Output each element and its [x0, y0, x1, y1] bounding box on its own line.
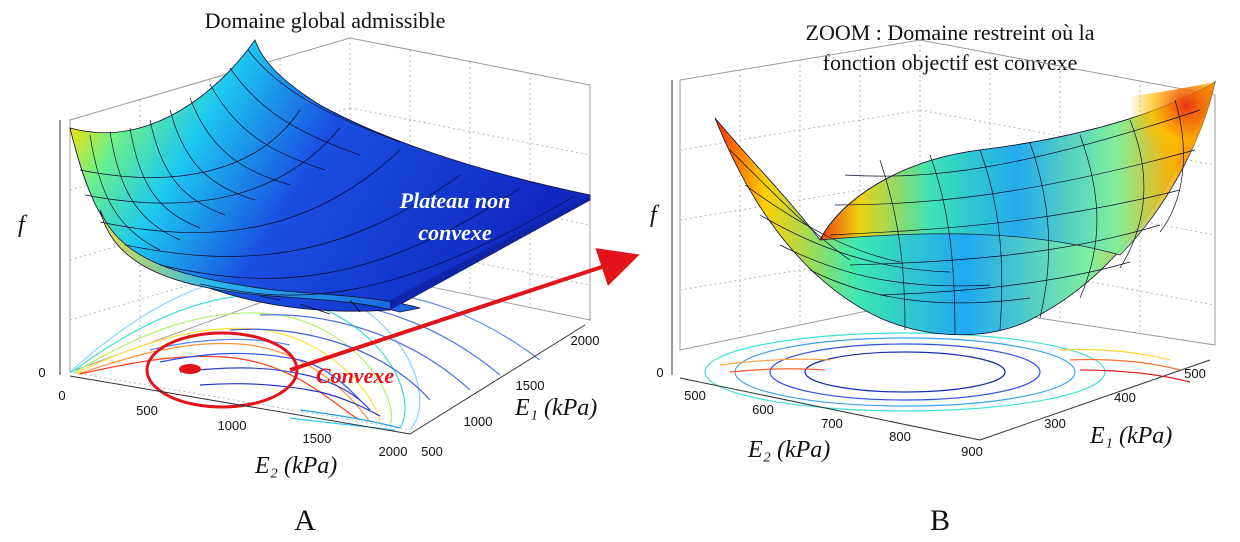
panel-a-x-tick: 2000 [379, 444, 408, 459]
panel-a-x-ticks: 0 500 1000 1500 2000 [58, 388, 407, 459]
panel-a: Domaine global admissible [18, 8, 599, 537]
panel-b-x-tick: 500 [684, 388, 706, 403]
panel-a-y-tick: 1500 [516, 378, 545, 393]
panel-a-x-tick: 0 [58, 388, 65, 403]
panel-a-z-tick: 0 [38, 365, 45, 380]
panel-a-y-tick: 2000 [571, 333, 600, 348]
panel-b-title-line2: fonction objectif est convexe [823, 50, 1078, 75]
panel-a-axes [59, 120, 586, 435]
panel-b-axes [671, 80, 1211, 441]
panel-b-x-tick: 700 [821, 416, 843, 431]
panel-a-minimum-marker [179, 364, 201, 374]
panel-b-y-tick: 400 [1114, 390, 1136, 405]
panel-b-x-tick: 900 [961, 444, 983, 459]
zoom-arrow [289, 248, 640, 372]
panel-a-x-axis-label: E₂ (kPa) [254, 453, 337, 479]
panel-a-y-tick: 500 [421, 444, 443, 459]
panel-b-title-line1: ZOOM : Domaine restreint où la [806, 20, 1095, 45]
panel-a-label: A [294, 504, 316, 537]
panel-b: ZOOM : Domaine restreint où la fonction … [650, 20, 1216, 537]
panel-b-x-ticks: 500 600 700 800 900 [684, 388, 983, 459]
panel-b-y-ticks: 300 400 500 [1044, 366, 1206, 431]
panel-b-contours [704, 332, 1191, 412]
panel-b-z-tick: 0 [656, 365, 663, 380]
panel-b-x-tick: 600 [752, 402, 774, 417]
panel-a-y-tick: 1000 [464, 414, 493, 429]
panel-a-convex-circle [145, 331, 299, 409]
panel-a-plateau-label-line1: Plateau non [399, 188, 511, 213]
panel-a-plateau-label-line2: convexe [418, 220, 492, 245]
panel-a-x-tick: 500 [136, 403, 158, 418]
panel-b-surface [714, 81, 1216, 336]
panel-b-label: B [930, 504, 950, 537]
panel-b-z-axis-label: f [650, 202, 660, 228]
panel-a-y-ticks: 500 1000 1500 2000 [421, 333, 599, 459]
panel-a-title: Domaine global admissible [205, 8, 446, 33]
panel-b-x-axis-label: E₂ (kPa) [747, 437, 830, 463]
panel-a-z-ticks: 0 [38, 365, 45, 380]
panel-a-z-axis-label: f [18, 212, 28, 238]
panel-a-y-axis-label: E₁ (kPa) [514, 395, 597, 421]
panel-b-y-tick: 300 [1044, 416, 1066, 431]
panel-a-surface: Plateau non convexe [69, 39, 591, 315]
panel-a-x-tick: 1500 [303, 431, 332, 446]
panel-b-y-axis-label: E₁ (kPa) [1089, 423, 1172, 449]
panel-a-x-tick: 1000 [218, 418, 247, 433]
panel-b-y-tick: 500 [1184, 366, 1206, 381]
panel-a-convex-label: Convexe [316, 363, 394, 388]
panel-b-x-tick: 800 [889, 429, 911, 444]
panel-b-z-ticks: 0 [656, 365, 663, 380]
